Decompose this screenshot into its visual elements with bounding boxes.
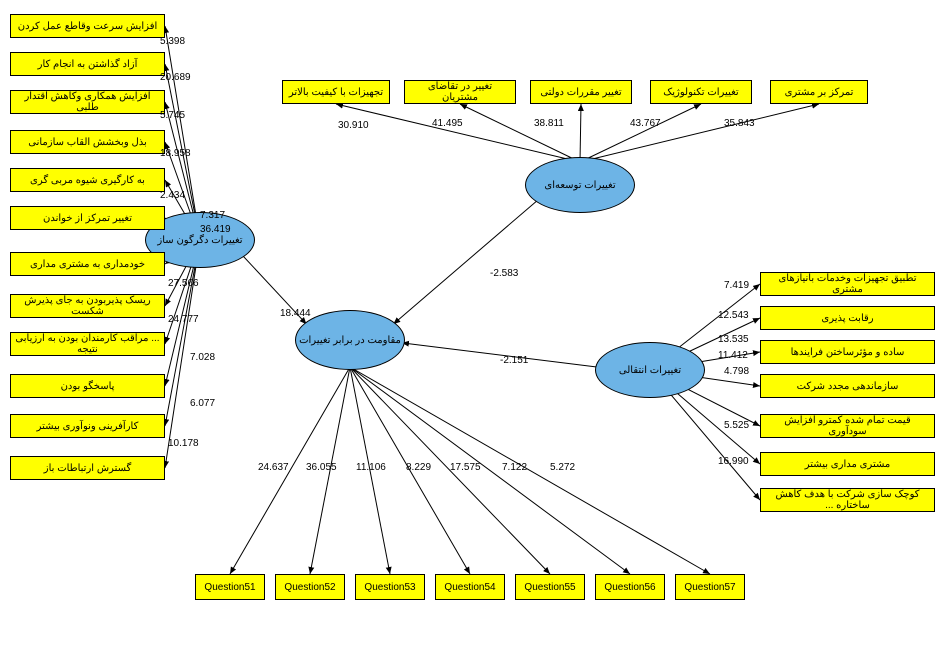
edge-weight-label: 12.543	[718, 310, 749, 321]
indicator-box-bottom: Question56	[595, 574, 665, 600]
edge-weight-label: 18.958	[160, 148, 191, 159]
indicator-box-left: کارآفرینی ونوآوری بیشتر	[10, 414, 165, 438]
edge-weight-label: 17.575	[450, 462, 481, 473]
indicator-box-right: ساده و مؤثرساختن فرایندها	[760, 340, 935, 364]
indicator-box-bottom: Question55	[515, 574, 585, 600]
indicator-box-right: قیمت تمام شده کمترو افزایش سودآوری	[760, 414, 935, 438]
edge-weight-label: 7.122	[502, 462, 527, 473]
edge-weight-label: 27.566	[168, 278, 199, 289]
edge-weight-label: 10.178	[168, 438, 199, 449]
indicator-box-bottom: Question52	[275, 574, 345, 600]
edge-weight-label: 8.229	[406, 462, 431, 473]
edge-weight-label: 4.798	[724, 366, 749, 377]
indicator-box-right: سازماندهی مجدد شرکت	[760, 374, 935, 398]
edge-weight-label: -2.583	[490, 268, 518, 279]
edge-weight-label: 41.495	[432, 118, 463, 129]
edge-weight-label: 43.767	[630, 118, 661, 129]
edge-weight-label: 5.525	[724, 420, 749, 431]
edge-weight-label: 7.317	[200, 210, 225, 221]
edge-weight-label: 30.910	[338, 120, 369, 131]
edge-weight-label: 36.419	[200, 224, 231, 235]
indicator-box-left: آزاد گذاشتن به انجام کار	[10, 52, 165, 76]
indicator-box-left: افزایش سرعت وقاطع عمل کردن	[10, 14, 165, 38]
edge-weight-label: 11.412	[718, 350, 748, 361]
indicator-box-bottom: Question54	[435, 574, 505, 600]
indicator-box-bottom: Question57	[675, 574, 745, 600]
edge-weight-label: 36.055	[306, 462, 337, 473]
indicator-box-right: کوچک سازی شرکت با هدف کاهش ساختاره ...	[760, 488, 935, 512]
edge-weight-label: 13.535	[718, 334, 749, 345]
indicator-box-left: ریسک پذیربودن به جای پذیرش شکست	[10, 294, 165, 318]
indicator-box-top: تجهیزات با کیفیت بالاتر	[282, 80, 390, 104]
edge-weight-label: 7.028	[190, 352, 215, 363]
latent-node-right: تغییرات انتقالی	[595, 342, 705, 398]
indicator-box-left: گسترش ارتباطات باز	[10, 456, 165, 480]
indicator-box-left: افزایش همکاری وکاهش اقتدار طلبی	[10, 90, 165, 114]
edge-weight-label: 24.637	[258, 462, 289, 473]
indicator-box-left: تغییر تمرکز از خواندن	[10, 206, 165, 230]
edge-weight-label: 20.689	[160, 72, 191, 83]
indicator-box-bottom: Question53	[355, 574, 425, 600]
indicator-box-left: بذل وبخشش القاب سازمانی	[10, 130, 165, 154]
latent-node-top: تغییرات توسعه‌ای	[525, 157, 635, 213]
edge-weight-label: 35.843	[724, 118, 755, 129]
indicator-box-top: تغییرات تکنولوژیک	[650, 80, 752, 104]
indicator-box-right: رقابت پذیری	[760, 306, 935, 330]
edge-weight-label: 18.444	[280, 308, 311, 319]
edge-weight-label: 5.745	[160, 110, 185, 121]
indicator-box-right: تطبیق تجهیزات وخدمات بانیازهای مشتری	[760, 272, 935, 296]
edge-weight-label: 5.398	[160, 36, 185, 47]
edge-weight-label: 6.077	[190, 398, 215, 409]
indicator-box-top: تغییر در تقاضای مشتریان	[404, 80, 516, 104]
indicator-box-left: ... مراقب کارمندان بودن به ارزیابی نتیجه	[10, 332, 165, 356]
edge-weight-label: 11.106	[356, 462, 386, 473]
indicator-box-left: خودمداری به مشتری مداری	[10, 252, 165, 276]
indicator-box-top: تغییر مقررات دولتی	[530, 80, 632, 104]
edge-weight-label: 5.272	[550, 462, 575, 473]
diagram-canvas: مقاومت در برابر تغییراتتغییرات دگرگون سا…	[0, 0, 943, 648]
indicator-box-bottom: Question51	[195, 574, 265, 600]
indicator-box-top: تمرکز بر مشتری	[770, 80, 868, 104]
edge-weight-label: 16.990	[718, 456, 749, 467]
indicator-box-right: مشتری مداری بیشتر	[760, 452, 935, 476]
indicator-box-left: پاسخگو بودن	[10, 374, 165, 398]
edge-weight-label: 38.811	[534, 118, 564, 129]
edge-weight-label: 7.419	[724, 280, 749, 291]
edge-weight-label: 2.434	[160, 190, 185, 201]
edge-weight-label: -2.151	[500, 355, 528, 366]
edge-weight-label: 24.777	[168, 314, 199, 325]
indicator-box-left: به کارگیری شیوه مربی گری	[10, 168, 165, 192]
latent-node-center: مقاومت در برابر تغییرات	[295, 310, 405, 370]
